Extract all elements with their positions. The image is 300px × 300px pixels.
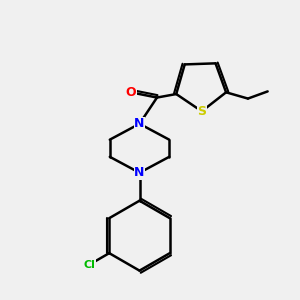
Text: S: S: [197, 105, 206, 118]
Text: Cl: Cl: [84, 260, 95, 269]
Text: O: O: [125, 86, 136, 99]
Text: N: N: [134, 117, 145, 130]
Text: N: N: [134, 166, 145, 179]
